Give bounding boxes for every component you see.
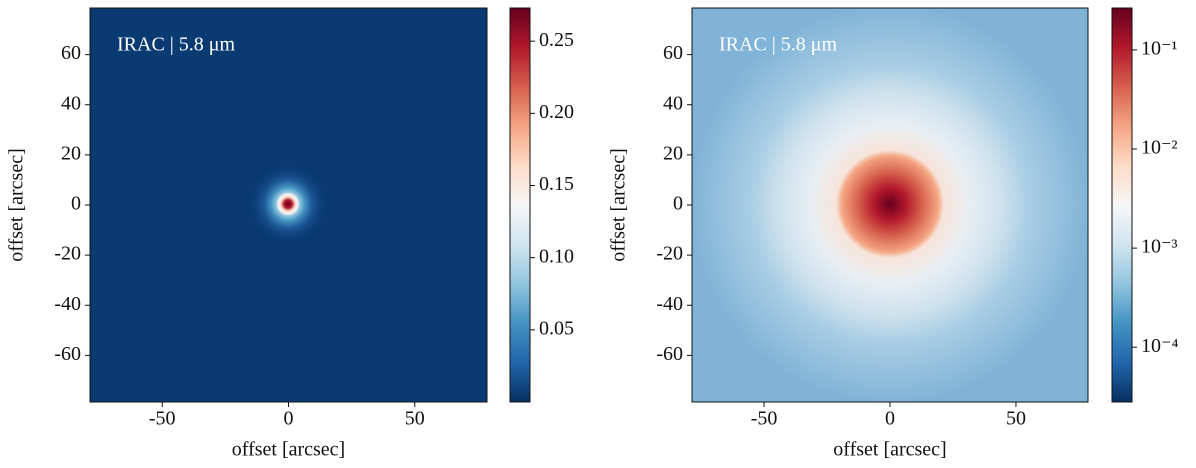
x-tick-label: 50 [1006,408,1026,430]
y-axis-label: offset [arcsec] [6,148,28,261]
y-tick-label: 0 [71,193,81,215]
annotation: IRAC | 5.8 μm [719,34,838,56]
colorbar-tick-label: 0.20 [539,101,574,123]
colorbar-tick-label: 0.10 [539,245,574,267]
colorbar-tick-label: 10⁻¹ [1141,38,1178,60]
y-tick-label: -40 [54,293,81,315]
x-tick-label: -50 [751,408,778,430]
colorbar-tick-label: 0.05 [539,317,574,339]
y-axis-label: offset [arcsec] [608,148,630,261]
colorbar-tick-label: 10⁻² [1141,137,1178,159]
y-tick-label: 60 [61,42,81,64]
x-axis-label: offset [arcsec] [232,439,345,461]
y-tick-label: -20 [54,243,81,265]
y-tick-label: -60 [54,343,81,365]
x-tick-label: 0 [284,408,294,430]
colorbar [509,7,531,403]
y-tick-label: 0 [673,193,683,215]
y-tick-label: 20 [61,142,81,164]
y-tick-label: 60 [663,42,683,64]
x-tick-label: 50 [405,408,425,430]
y-tick-label: 40 [663,92,683,114]
colorbar-tick-label: 0.25 [539,29,574,51]
colorbar [1111,7,1133,403]
colorbar-tick-label: 10⁻⁴ [1141,335,1179,357]
x-tick-label: 0 [885,408,895,430]
colorbar-tick-label: 0.15 [539,173,574,195]
psf-image [692,8,1088,402]
psf-image [90,8,487,402]
y-tick-label: 40 [61,92,81,114]
y-tick-label: -40 [656,293,683,315]
x-tick-label: -50 [149,408,176,430]
colorbar-tick-label: 10⁻³ [1141,236,1178,258]
annotation: IRAC | 5.8 μm [117,34,236,56]
y-tick-label: 20 [663,142,683,164]
y-tick-label: -20 [656,243,683,265]
x-axis-label: offset [arcsec] [833,439,946,461]
y-tick-label: -60 [656,343,683,365]
